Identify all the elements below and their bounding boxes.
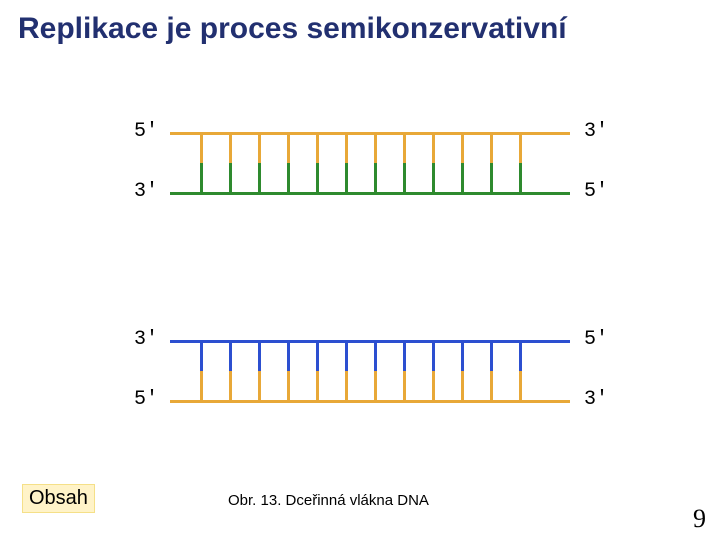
strand-end-label: 3' — [134, 328, 158, 351]
dna-rung — [374, 343, 377, 371]
dna-rung — [287, 343, 290, 371]
dna-rung — [519, 371, 522, 400]
dna-rung — [258, 343, 261, 371]
dna-rung — [200, 371, 203, 400]
contents-link[interactable]: Obsah — [22, 484, 95, 513]
dna-rung — [461, 371, 464, 400]
strand-end-label: 3' — [584, 388, 608, 411]
dna-rung — [200, 343, 203, 371]
dna-rung — [229, 371, 232, 400]
dna-rung — [287, 371, 290, 400]
dna-rung — [432, 343, 435, 371]
dna-rung — [258, 371, 261, 400]
dna-backbone-bottom — [170, 400, 570, 403]
dna-rung — [345, 343, 348, 371]
dna-rung — [432, 371, 435, 400]
strand-end-label: 5' — [584, 328, 608, 351]
dna-diagram-bottom: 3' 5' 5' 3' — [0, 0, 720, 540]
dna-rung — [316, 343, 319, 371]
dna-rung — [490, 371, 493, 400]
dna-rung — [403, 371, 406, 400]
dna-rung — [229, 343, 232, 371]
dna-rung — [374, 371, 377, 400]
page-number: 9 — [693, 504, 706, 534]
figure-caption: Obr. 13. Dceřinná vlákna DNA — [228, 492, 429, 509]
strand-end-label: 5' — [134, 388, 158, 411]
dna-rung — [316, 371, 319, 400]
dna-rung — [490, 343, 493, 371]
dna-rung — [403, 343, 406, 371]
dna-rung — [345, 371, 348, 400]
dna-rung — [461, 343, 464, 371]
dna-rung — [519, 343, 522, 371]
